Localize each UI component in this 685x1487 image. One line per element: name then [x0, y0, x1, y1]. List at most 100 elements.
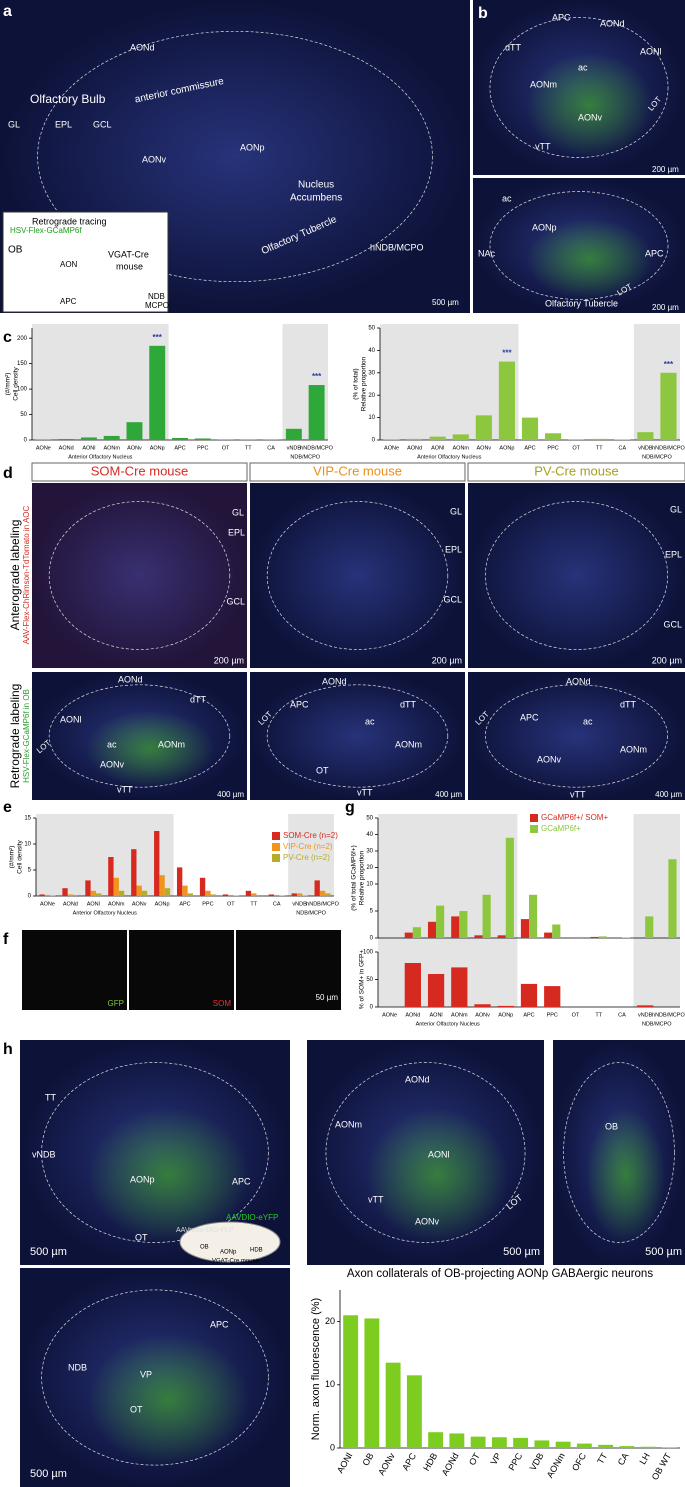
image-label: AONm — [530, 79, 557, 89]
significance: *** — [502, 349, 512, 358]
bar — [598, 936, 607, 938]
y-tick-label: 10 — [24, 842, 31, 848]
x-tick-label: OFC — [570, 1451, 588, 1473]
mouse-cartoon — [179, 1221, 281, 1263]
x-tick-label: AONv — [477, 445, 492, 451]
legend-label: VIP-Cre (n=2) — [283, 842, 333, 851]
header-box — [31, 462, 248, 482]
micrograph — [468, 672, 685, 800]
bar — [451, 967, 468, 1007]
image-label: AONd — [118, 674, 143, 684]
image-label: AONv — [415, 1216, 440, 1226]
fluorescence — [366, 1107, 509, 1243]
region-outline — [37, 30, 433, 283]
bar — [176, 867, 183, 896]
chart-title: Axon collaterals of OB-projecting AONp G… — [347, 1268, 653, 1280]
y-axis-label: Cell density — [13, 366, 20, 400]
y-tick-label: 40 — [366, 832, 373, 838]
bar — [103, 435, 120, 440]
bar — [325, 893, 331, 896]
y-tick-label: 5 — [28, 868, 32, 874]
bar — [534, 1440, 550, 1448]
bar — [256, 894, 262, 896]
bar — [575, 936, 584, 938]
image-label: OT — [135, 1232, 148, 1242]
image-label: vTT — [535, 141, 551, 151]
x-tick-label: hNDB/MCPO — [300, 445, 333, 451]
image-label: APC — [60, 297, 77, 306]
group-shade — [32, 324, 169, 440]
bar — [291, 893, 297, 896]
region-outline — [489, 191, 669, 300]
panel-letter: c — [3, 329, 12, 346]
legend-label: GCaMP6f+ — [541, 824, 581, 833]
x-tick-label: AONm — [545, 1451, 567, 1479]
x-tick-label: AONd — [59, 445, 74, 451]
image-label: SOM — [213, 999, 232, 1008]
region-outline — [485, 501, 668, 650]
bar — [521, 417, 539, 440]
image-label: AONp — [240, 142, 265, 152]
y-tick-label: 10 — [325, 1379, 335, 1389]
bar — [113, 877, 119, 896]
micrograph — [236, 930, 341, 1010]
x-tick-label: PPC — [202, 901, 213, 907]
image-label: EPL — [665, 549, 682, 559]
y-tick-label: 5 — [370, 909, 374, 915]
x-tick-label: AONv — [132, 901, 147, 907]
bar — [661, 1447, 677, 1448]
legend-label: SOM-Cre (n=2) — [283, 831, 338, 840]
bar — [427, 974, 445, 1007]
image-label: vTT — [357, 787, 373, 797]
region-outline — [48, 684, 231, 788]
legend-swatch — [272, 843, 280, 851]
image-label: 500 µm — [645, 1246, 682, 1258]
x-tick-label: APC — [179, 901, 190, 907]
bar — [412, 927, 421, 938]
y-tick-label: 200 — [17, 336, 28, 342]
image-label: APC — [232, 1176, 251, 1186]
x-tick-label: CA — [618, 1012, 626, 1018]
image-label: 500 µm — [503, 1246, 540, 1258]
x-tick-label: APC — [174, 445, 185, 451]
bar — [427, 921, 437, 938]
image-label: NAc — [478, 248, 496, 258]
image-label: vTT — [368, 1194, 384, 1204]
image-label: AONl — [640, 46, 662, 56]
x-tick-label: APC — [400, 1451, 418, 1472]
y-tick-label: 15 — [24, 816, 31, 822]
image-label: AONm — [158, 739, 185, 749]
bar — [520, 983, 538, 1007]
bar — [385, 1362, 401, 1448]
image-label: AONv — [100, 759, 125, 769]
legend-label: GCaMP6f+/ SOM+ — [541, 813, 608, 822]
x-tick-label: OT — [467, 1451, 482, 1467]
bar — [131, 849, 137, 896]
header-box — [249, 462, 466, 482]
bar — [263, 439, 280, 440]
bar — [35, 439, 52, 440]
y-axis-label: % of SOM+ in GFP+ — [359, 950, 366, 1009]
group-label: Anterior Olfactory Nucleus — [68, 454, 132, 460]
x-tick-label: AONe — [382, 1012, 397, 1018]
x-tick-label: AONm — [451, 1012, 468, 1018]
image-label: dTT — [190, 694, 207, 704]
image-label: EPL — [445, 544, 462, 554]
y-axis-label: (% of total) — [353, 368, 360, 399]
micrograph — [250, 483, 465, 668]
image-label: NDB — [148, 292, 165, 301]
x-tick-label: PPC — [547, 445, 558, 451]
bar — [404, 932, 413, 938]
x-tick-label: HDB — [421, 1451, 439, 1472]
fluorescence — [87, 1333, 250, 1466]
x-tick-label: AONm — [453, 445, 470, 451]
image-label: GCL — [226, 596, 245, 606]
image-label: HSV-Flex-GCaMP6f — [10, 226, 82, 235]
bar — [429, 436, 446, 440]
x-tick-label: AONd — [63, 901, 78, 907]
y-axis-label: Cell density — [17, 839, 24, 873]
bar — [233, 895, 239, 896]
image-label: APC — [210, 1319, 229, 1329]
region-outline — [325, 1062, 526, 1243]
bar — [95, 893, 102, 896]
